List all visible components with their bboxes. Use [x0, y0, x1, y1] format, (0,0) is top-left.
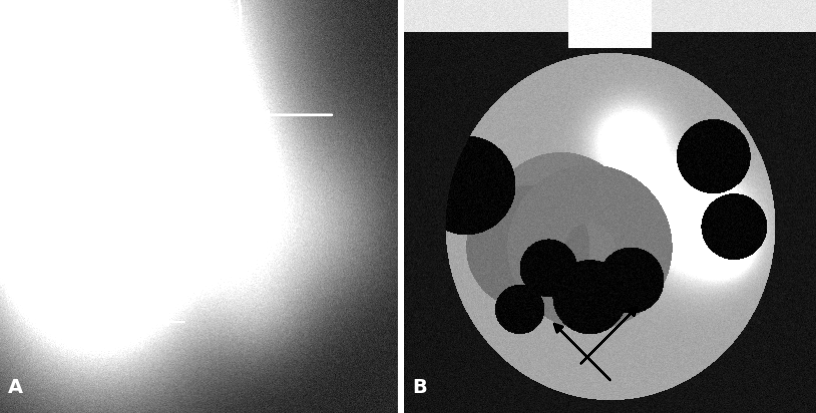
Text: B: B [412, 377, 427, 396]
Text: A: A [8, 377, 23, 396]
